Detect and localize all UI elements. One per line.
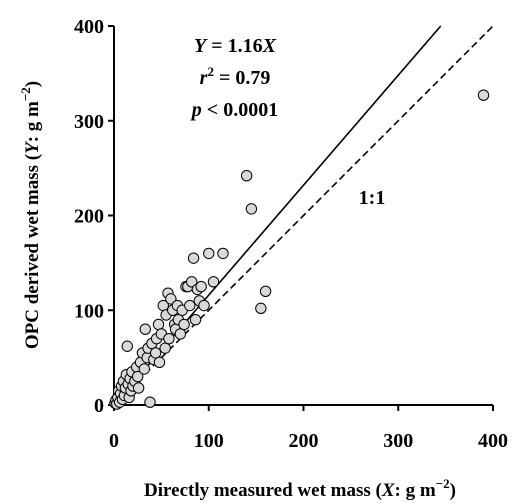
data-point (245, 203, 258, 215)
y-tick-label: 200 (74, 206, 104, 228)
data-point (163, 332, 175, 345)
data-point (132, 382, 145, 394)
data-point (178, 318, 190, 331)
data-point (152, 318, 165, 331)
data-point (159, 342, 171, 354)
x-tick-label: 100 (194, 430, 224, 452)
y-tick-label: 300 (74, 111, 104, 133)
x-axis-ticks: 0 100 200 300 400 (109, 405, 508, 452)
p-value-annotation: p < 0.0001 (190, 99, 278, 121)
data-point (189, 314, 202, 326)
identity-line (113, 25, 494, 406)
data-point (121, 340, 133, 352)
data-point (174, 328, 187, 340)
data-points (109, 89, 490, 410)
r2-annotation: r2 = 0.79 (200, 64, 271, 89)
data-point (259, 285, 272, 297)
x-tick-label: 0 (109, 430, 119, 452)
data-point (139, 323, 151, 335)
y-axis-ticks: 0 100 200 300 400 (74, 16, 114, 417)
data-point (131, 370, 144, 383)
data-point (203, 247, 215, 260)
data-point (255, 302, 267, 315)
x-axis-title: Directly measured wet mass (X: g m−2) (144, 476, 456, 501)
data-point (207, 276, 220, 288)
y-tick-label: 0 (94, 395, 104, 417)
data-point (165, 293, 177, 305)
data-point (217, 247, 229, 260)
identity-line-label: 1:1 (359, 187, 386, 209)
plot-area: 0 100 200 300 400 0 100 200 300 400 (74, 16, 508, 452)
y-tick-label: 100 (74, 300, 104, 322)
data-point (477, 89, 490, 101)
equation-annotation: Y = 1.16X (194, 35, 277, 57)
data-point (144, 396, 156, 408)
data-point (149, 347, 162, 359)
data-point (198, 299, 210, 312)
data-point (153, 356, 166, 369)
data-point (185, 276, 198, 288)
y-tick-label: 400 (74, 16, 104, 38)
x-tick-label: 400 (478, 430, 508, 452)
data-point (184, 299, 196, 312)
x-tick-label: 300 (383, 430, 413, 452)
x-tick-label: 200 (289, 430, 319, 452)
y-axis-title: OPC derived wet mass (Y: g m−2) (18, 81, 43, 349)
data-point (195, 280, 207, 293)
data-point (240, 170, 253, 182)
data-point (187, 252, 200, 264)
data-point (138, 363, 151, 375)
